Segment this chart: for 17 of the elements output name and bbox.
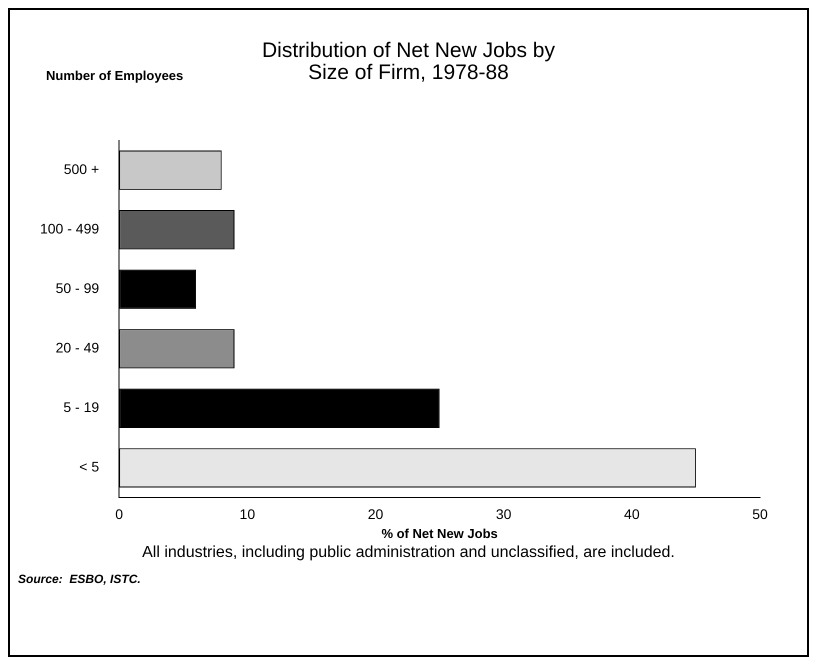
y-tick-label: 500 + — [64, 161, 100, 178]
text: All industries, including public administration and unclassified, are included. — [141, 544, 676, 562]
x-axis-title: % of Net New Jobs — [381, 526, 498, 541]
x-tick-label: 10 — [240, 506, 256, 522]
x-tick-label: 20 — [368, 506, 384, 522]
source-note: Source: ESBO, ISTC. — [18, 572, 142, 586]
y-axis-title: Number of Employees — [46, 68, 184, 83]
y-tick-label: 100 - 499 — [40, 220, 100, 237]
chart-title: Distribution of Net New Jobs by Size of Firm, 1978-88 — [262, 39, 555, 84]
x-tick-label: 30 — [496, 506, 512, 522]
x-tick-label: 40 — [624, 506, 640, 522]
y-tick-label: 20 - 49 — [56, 340, 100, 356]
x-tick-label: 0 — [115, 506, 124, 522]
y-tick-label: 50 - 99 — [56, 280, 100, 296]
x-tick-label: 50 — [752, 506, 768, 522]
y-tick-label: < 5 — [79, 458, 100, 475]
y-tick-label: 5 - 19 — [63, 399, 100, 416]
